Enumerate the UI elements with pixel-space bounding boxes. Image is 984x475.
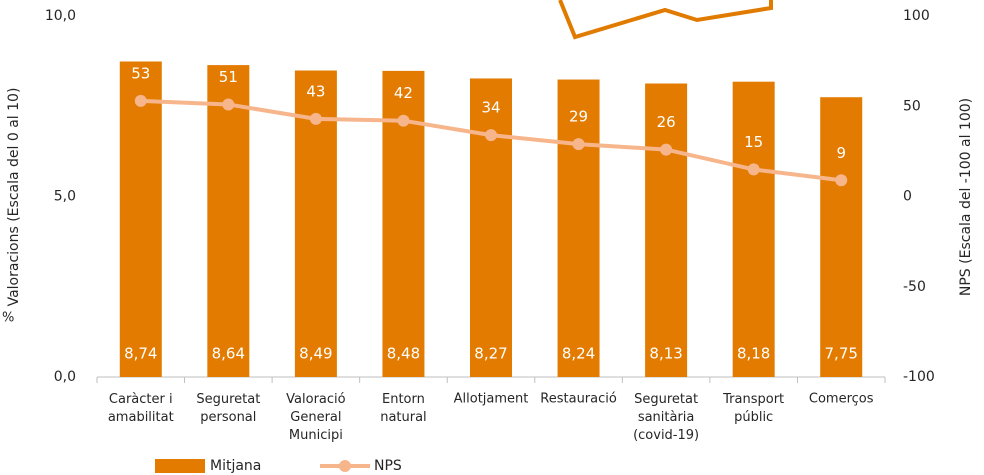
bar-value-label: 8,64 <box>212 345 245 363</box>
bar <box>820 97 862 377</box>
line-marker <box>135 95 147 107</box>
bar <box>470 78 512 377</box>
bar <box>733 82 775 377</box>
bar-value-label: 8,24 <box>562 345 595 363</box>
line-value-label: 42 <box>394 84 413 102</box>
bar-value-label: 8,27 <box>474 345 507 363</box>
line-marker <box>573 138 585 150</box>
bar-value-label: 8,74 <box>124 345 157 363</box>
bar-value-label: 8,49 <box>299 345 332 363</box>
line-marker <box>310 113 322 125</box>
line-marker <box>660 144 672 156</box>
line-value-label: 53 <box>131 64 150 82</box>
line-value-label: 43 <box>306 82 325 100</box>
bar-value-label: 8,48 <box>387 345 420 363</box>
y-axis-title: Valoracions (Escala del 0 al 10) <box>6 88 22 307</box>
y-tick-label: 5,0 <box>54 189 76 205</box>
x-tick-label: Allotjament <box>454 392 529 407</box>
bar-value-label: 8,18 <box>737 345 770 363</box>
chart: % Valoracions (Escala del 0 al 10) NPS (… <box>0 0 984 475</box>
x-tick-label: Restauració <box>540 392 617 407</box>
bar <box>207 65 249 377</box>
line-value-label: 29 <box>569 108 588 126</box>
line-marker <box>222 98 234 110</box>
legend-swatch <box>339 460 351 472</box>
line-value-label: 15 <box>744 133 763 151</box>
legend-label: NPS <box>374 458 402 474</box>
y-tick-label: 10,0 <box>45 8 76 24</box>
line-value-label: 51 <box>219 68 238 86</box>
y-tick-label: 0,0 <box>54 369 76 385</box>
line-value-label: 26 <box>657 113 676 131</box>
y2-tick-label: 50 <box>903 98 921 114</box>
annotation: % <box>2 311 14 326</box>
line-marker <box>835 174 847 186</box>
line-value-label: 34 <box>481 99 500 117</box>
y2-axis-title: NPS (Escala del -100 al 100) <box>958 98 974 296</box>
legend-swatch <box>155 459 205 473</box>
line-value-label: 9 <box>836 144 846 162</box>
x-tick-label: Comerços <box>809 392 874 407</box>
bar-value-label: 8,13 <box>649 345 682 363</box>
line-marker <box>485 129 497 141</box>
y2-tick-label: -50 <box>903 279 926 295</box>
decoration <box>560 0 771 37</box>
bar <box>120 61 162 377</box>
y2-tick-label: 0 <box>903 189 912 205</box>
bar-value-label: 7,75 <box>825 345 858 363</box>
line-marker <box>748 163 760 175</box>
y2-tick-label: 100 <box>903 8 930 24</box>
line-marker <box>397 115 409 127</box>
y2-tick-label: -100 <box>903 369 935 385</box>
legend-label: Mitjana <box>210 458 261 474</box>
